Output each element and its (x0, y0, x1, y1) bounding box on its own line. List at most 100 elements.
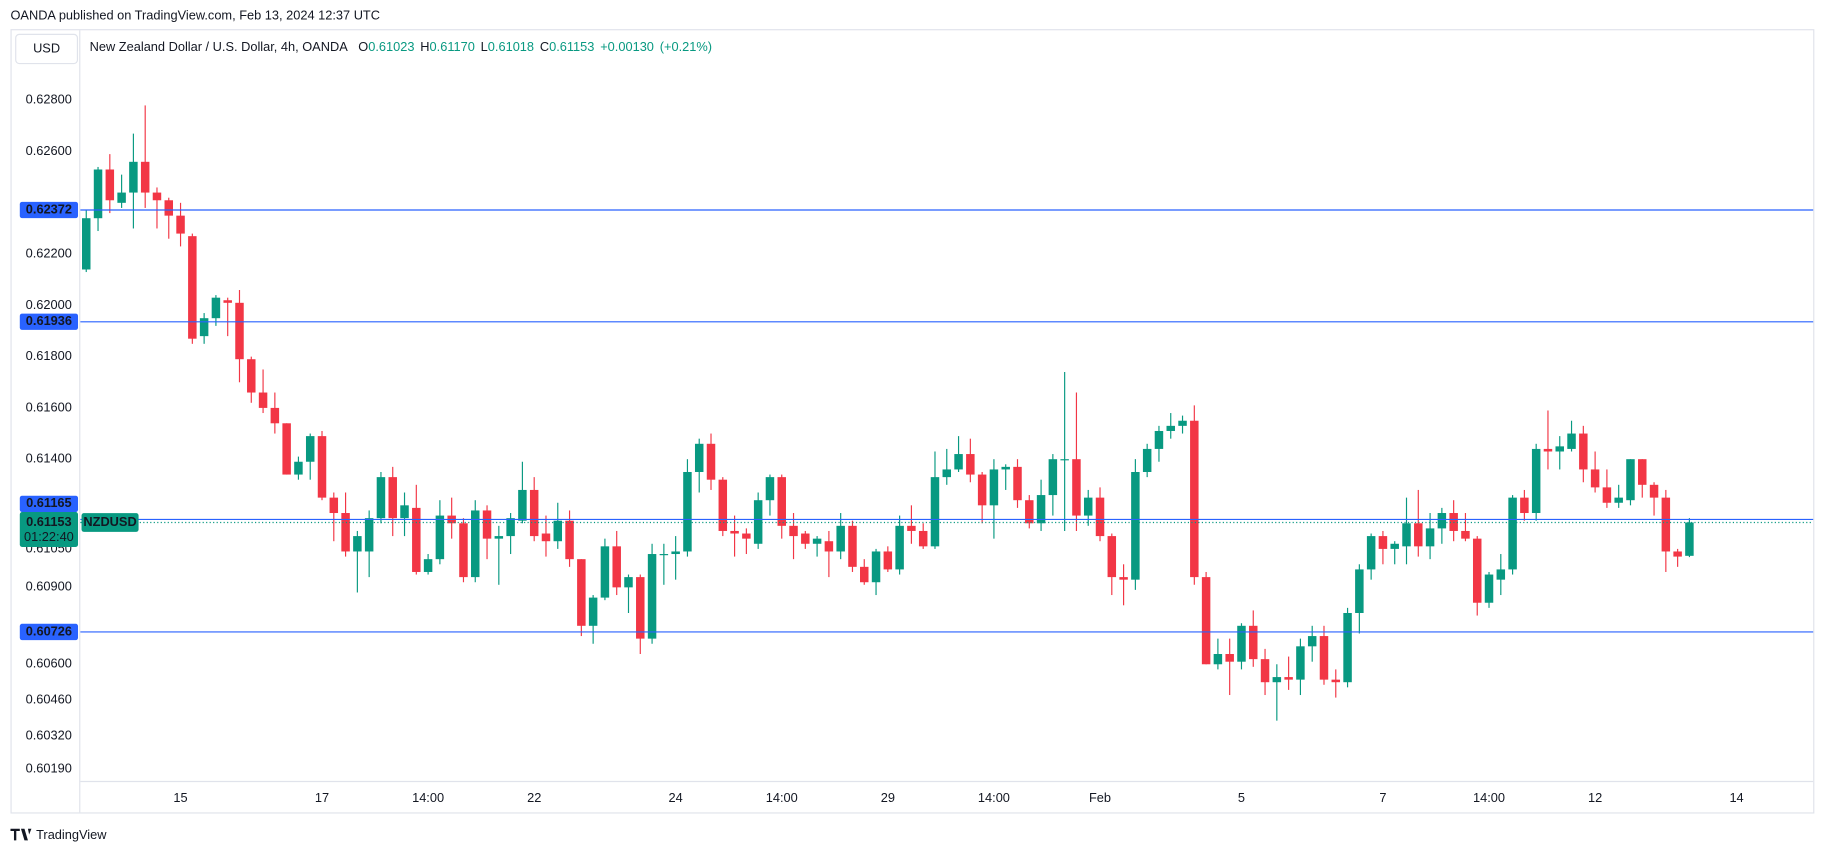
y-tick-label: 0.60600 (26, 656, 72, 671)
candle-body (223, 300, 232, 303)
x-tick-label: 5 (1238, 790, 1245, 805)
candle-body (1649, 484, 1659, 498)
candle-body (376, 477, 386, 519)
candle-body (1685, 522, 1694, 556)
candle-body (1036, 495, 1046, 524)
candle-body (1638, 459, 1647, 485)
candle-body (1142, 448, 1152, 472)
candle-body (765, 477, 775, 501)
y-tick-label: 0.62800 (26, 92, 72, 107)
candle-body (270, 407, 280, 424)
price-line-label-bg (19, 495, 79, 513)
candle-body (1567, 433, 1576, 449)
symbol-tag-bg (81, 513, 139, 532)
ohlc-key: C (540, 39, 549, 54)
candle-body (140, 161, 150, 193)
candle-body (1590, 469, 1600, 488)
x-tick-label: 17 (315, 790, 329, 805)
publisher: OANDA published on TradingView.com, Feb … (10, 8, 380, 23)
candle-body (176, 215, 185, 234)
candle-body (1602, 487, 1612, 503)
price-line-label-bg (19, 623, 79, 641)
candle-body (789, 525, 798, 537)
y-tick-label: 0.61400 (26, 451, 72, 466)
candle-body (1307, 636, 1317, 647)
candle-body (1166, 425, 1175, 431)
x-tick-label: 14 (1729, 790, 1743, 805)
candle-body (565, 520, 574, 560)
ohlc-value: 0.61023 (368, 39, 414, 54)
candle-body (1119, 577, 1128, 580)
last-price-label-bg (19, 512, 79, 547)
x-tick-label: Feb (1089, 790, 1111, 805)
candle-body (671, 551, 680, 555)
candle-body (577, 559, 586, 626)
candle-body (612, 546, 621, 588)
candle-body (647, 554, 657, 639)
candle-body (836, 525, 845, 552)
candle-body (1414, 523, 1423, 547)
candle-body (518, 489, 527, 521)
candle-body (506, 518, 515, 537)
ohlc-value: 0.61170 (430, 39, 475, 54)
candle-body (588, 597, 598, 626)
price-line-label-bg (19, 201, 79, 219)
symbol-tag: NZDUSD (83, 514, 136, 529)
candle-body (282, 423, 291, 475)
candle-body (600, 546, 610, 598)
candle-body (529, 489, 539, 537)
change: +0.00130 (600, 39, 654, 54)
candle-body (1107, 536, 1117, 578)
candle-body (1095, 497, 1105, 537)
candle-body (129, 161, 138, 193)
candle-body (730, 530, 739, 534)
y-tick-label: 0.60900 (26, 579, 72, 594)
candle-body (977, 474, 987, 506)
candle-body (801, 533, 810, 544)
y-tick-label: 0.62000 (26, 297, 72, 312)
currency-button[interactable] (15, 33, 79, 65)
candle-body (624, 577, 633, 588)
candle-body (341, 513, 350, 552)
candle-body (683, 471, 692, 552)
y-tick-label: 0.61800 (26, 348, 72, 363)
candle-body (871, 551, 881, 583)
candle-body (1013, 466, 1022, 501)
candle-body (694, 443, 704, 472)
candle-body (966, 454, 975, 475)
candle-body (1249, 625, 1258, 660)
plot (80, 105, 1814, 721)
y-tick-label: 0.62600 (26, 143, 72, 158)
candle-body (247, 359, 256, 393)
candle-body (1296, 646, 1305, 680)
candle-body (930, 477, 940, 547)
candle-body (1614, 497, 1623, 503)
candle-body (423, 559, 433, 572)
price-line-label-bg (19, 313, 79, 330)
x-tick-label: 14:00 (1473, 790, 1505, 805)
candle-body (1661, 497, 1671, 552)
y-tick-label: 0.62200 (26, 245, 72, 260)
currency[interactable]: USD (33, 40, 60, 55)
candle-body (824, 541, 834, 552)
footer-text: TradingView (36, 827, 107, 842)
candle-body (742, 533, 751, 539)
x-tick-label: 14:00 (766, 790, 798, 805)
candle-body (1579, 433, 1588, 470)
y-tick-label: 0.61600 (26, 399, 72, 414)
candle-body (989, 469, 999, 506)
candle-body (1520, 497, 1529, 514)
candle-body (918, 530, 928, 547)
y-tick-label: 0.60190 (26, 761, 72, 776)
ohlc-key: L (481, 39, 488, 54)
candle-body (848, 525, 857, 567)
candle-body (1025, 500, 1034, 524)
candle-body (1213, 654, 1223, 665)
candle-body (235, 302, 244, 360)
candle-body (636, 577, 645, 639)
candle-body (1472, 538, 1482, 603)
candle-body (541, 533, 551, 542)
